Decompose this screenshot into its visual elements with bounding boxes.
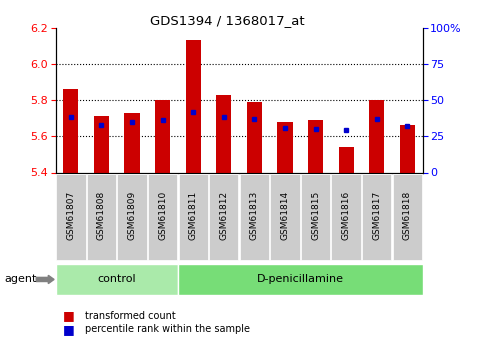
Text: ■: ■	[63, 323, 74, 336]
Bar	[87, 174, 116, 260]
Bar	[400, 126, 415, 172]
Bar	[277, 122, 293, 172]
Bar	[185, 40, 201, 172]
Bar	[178, 264, 423, 295]
Bar	[94, 116, 109, 172]
Bar	[362, 174, 391, 260]
Bar	[301, 174, 330, 260]
Text: control: control	[98, 274, 136, 284]
Bar	[393, 174, 422, 260]
Bar	[240, 174, 269, 260]
Bar	[155, 100, 170, 172]
Text: GSM61807: GSM61807	[66, 191, 75, 240]
Bar	[125, 113, 140, 172]
Text: percentile rank within the sample: percentile rank within the sample	[85, 325, 250, 334]
Text: GSM61809: GSM61809	[128, 191, 137, 240]
Bar	[56, 174, 85, 260]
Bar	[331, 174, 361, 260]
Bar	[369, 100, 384, 172]
Bar	[216, 95, 231, 172]
Text: GSM61817: GSM61817	[372, 191, 381, 240]
Bar	[270, 174, 299, 260]
Text: GSM61815: GSM61815	[311, 191, 320, 240]
Text: GSM61814: GSM61814	[281, 191, 289, 240]
Text: GDS1394 / 1368017_at: GDS1394 / 1368017_at	[150, 14, 304, 27]
Bar	[247, 102, 262, 172]
Bar	[117, 174, 147, 260]
Text: ■: ■	[63, 309, 74, 322]
Bar	[339, 147, 354, 172]
Text: GSM61811: GSM61811	[189, 191, 198, 240]
Bar	[56, 264, 178, 295]
Text: GSM61808: GSM61808	[97, 191, 106, 240]
Text: transformed count: transformed count	[85, 311, 175, 321]
Text: D-penicillamine: D-penicillamine	[257, 274, 344, 284]
Text: GSM61818: GSM61818	[403, 191, 412, 240]
Bar	[179, 174, 208, 260]
Bar	[209, 174, 239, 260]
Bar	[148, 174, 177, 260]
Bar	[308, 120, 323, 172]
Text: GSM61813: GSM61813	[250, 191, 259, 240]
Text: GSM61810: GSM61810	[158, 191, 167, 240]
Text: agent: agent	[5, 275, 37, 284]
Text: GSM61816: GSM61816	[341, 191, 351, 240]
Bar	[63, 89, 78, 172]
Text: GSM61812: GSM61812	[219, 191, 228, 240]
